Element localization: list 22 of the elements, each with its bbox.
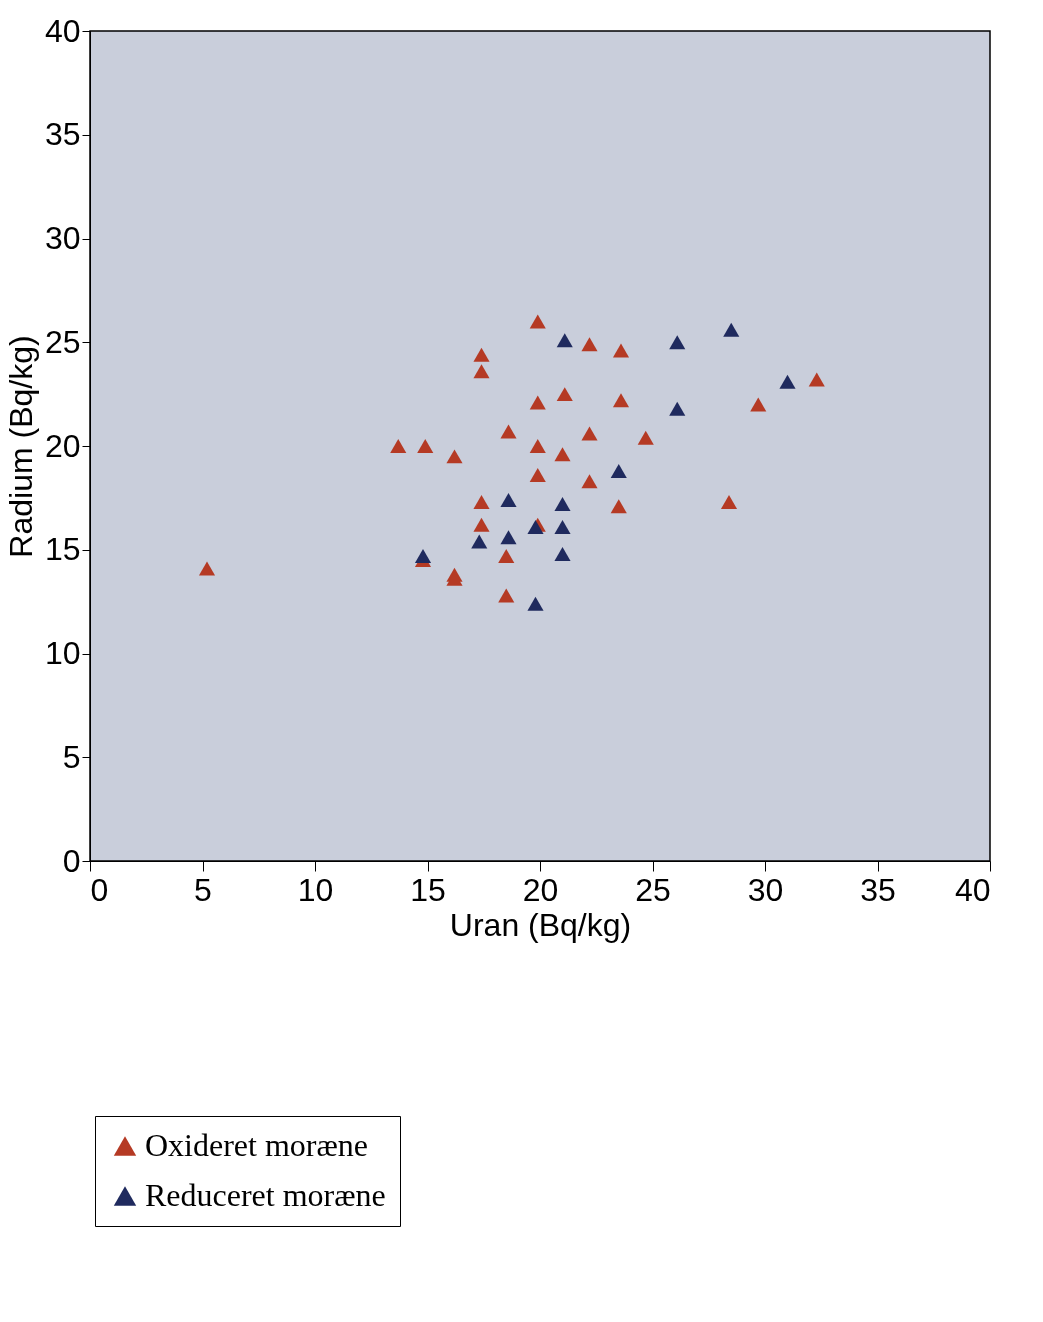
y-tick-label: 10 xyxy=(44,635,81,671)
y-tick-label: 20 xyxy=(44,427,81,464)
x-tick-label: 35 xyxy=(860,871,896,908)
x-tick-label: 20 xyxy=(522,871,559,908)
x-tick-label: 10 xyxy=(297,871,334,908)
x-tick-label: 25 xyxy=(635,871,671,908)
y-tick-label: 40 xyxy=(44,12,81,49)
x-tick-label: 30 xyxy=(747,871,784,908)
y-axis-title: Radium (Bq/kg) xyxy=(2,335,39,558)
x-axis-title: Uran (Bq/kg) xyxy=(449,906,632,943)
legend-label: Oxideret moræne xyxy=(145,1127,369,1163)
x-tick-label: 0 xyxy=(90,871,109,908)
y-tick-label: 5 xyxy=(62,738,81,775)
x-tick-label: 40 xyxy=(954,871,991,908)
y-tick-label: 15 xyxy=(44,531,81,568)
y-tick-label: 30 xyxy=(44,220,81,256)
y-tick-label: 25 xyxy=(44,323,81,360)
legend-label: Reduceret moræne xyxy=(145,1177,386,1213)
x-tick-label: 15 xyxy=(410,871,446,908)
x-tick-label: 5 xyxy=(194,871,212,908)
y-tick-label: 35 xyxy=(44,116,81,153)
y-tick-label: 0 xyxy=(62,842,81,879)
